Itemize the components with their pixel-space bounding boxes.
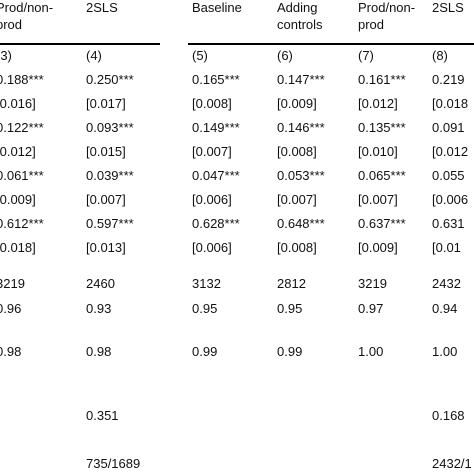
table-cell: 0.055 [432, 168, 465, 183]
table-cell: 0.96 [0, 301, 22, 316]
table-cell: [0.016] [0, 96, 36, 111]
table-cell: 0.147*** [277, 72, 325, 87]
table-cell: 3132 [192, 276, 221, 291]
table-cell: 0.99 [277, 344, 303, 359]
column-number: (3) [0, 48, 12, 63]
table-cell: 0.039*** [86, 168, 134, 183]
table-cell: 0.93 [86, 301, 112, 316]
table-cell: [0.009] [358, 240, 398, 255]
table-cell: 0.053*** [277, 168, 325, 183]
table-cell: [0.006] [192, 240, 232, 255]
table-cell: 0.188*** [0, 72, 44, 87]
table-cell: [0.007] [192, 144, 232, 159]
column-header: Adding [277, 0, 318, 15]
table-cell: 0.98 [0, 344, 22, 359]
table-cell: [0.009] [0, 192, 36, 207]
table-cell: 3219 [0, 276, 25, 291]
table-cell: [0.009] [277, 96, 317, 111]
table-cell: [0.008] [192, 96, 232, 111]
table-cell: [0.015] [86, 144, 126, 159]
table-cell: 0.95 [192, 301, 218, 316]
column-number: (8) [432, 48, 448, 63]
table-cell: 2432/1 [432, 456, 472, 471]
column-header: Prod/non- [358, 0, 416, 15]
table-cell: [0.018 [432, 96, 469, 111]
table-cell: [0.012] [0, 144, 36, 159]
table-cell: [0.012] [358, 96, 398, 111]
header-rule [0, 43, 160, 45]
table-cell: 0.98 [86, 344, 112, 359]
column-header: prod [358, 17, 385, 32]
table-cell: 0.94 [432, 301, 458, 316]
table-cell: 0.146*** [277, 120, 325, 135]
table-cell: [0.008] [277, 144, 317, 159]
table-cell: 1.00 [432, 344, 458, 359]
table-cell: [0.017] [86, 96, 126, 111]
table-cell: 2432 [432, 276, 461, 291]
table-cell: 0.99 [192, 344, 218, 359]
column-number: (4) [86, 48, 102, 63]
column-header: prod [0, 17, 23, 32]
table-cell: 0.648*** [277, 216, 325, 231]
column-header: Prod/non- [0, 0, 54, 15]
table-cell: [0.007] [358, 192, 398, 207]
table-cell: 0.122*** [0, 120, 44, 135]
table-cell: 0.047*** [192, 168, 240, 183]
table-cell: [0.013] [86, 240, 126, 255]
table-cell: 0.631 [432, 216, 465, 231]
table-cell: 0.165*** [192, 72, 240, 87]
table-cell: 0.97 [358, 301, 384, 316]
column-header: Baseline [192, 0, 242, 15]
table-cell: 0.612*** [0, 216, 44, 231]
table-cell: [0.018] [0, 240, 36, 255]
table-cell: 0.628*** [192, 216, 240, 231]
table-cell: [0.01 [432, 240, 461, 255]
table-cell: 3219 [358, 276, 387, 291]
table-cell: 0.065*** [358, 168, 406, 183]
table-cell: 0.250*** [86, 72, 134, 87]
column-number: (5) [192, 48, 208, 63]
table-cell: 0.637*** [358, 216, 406, 231]
column-header: 2SLS [432, 0, 464, 15]
table-cell: 0.061*** [0, 168, 44, 183]
table-cell: [0.006 [432, 192, 469, 207]
table-cell: [0.006] [192, 192, 232, 207]
table-cell: 2812 [277, 276, 306, 291]
table-cell: [0.007] [277, 192, 317, 207]
table-cell: 0.351 [86, 408, 119, 423]
table-cell: 0.091 [432, 120, 465, 135]
table-cell: 0.597*** [86, 216, 134, 231]
table-cell: [0.008] [277, 240, 317, 255]
table-cell: 0.219 [432, 72, 465, 87]
table-cell: 0.135*** [358, 120, 406, 135]
table-cell: 1.00 [358, 344, 384, 359]
column-number: (6) [277, 48, 293, 63]
table-cell: 735/1689 [86, 456, 141, 471]
table-cell: [0.007] [86, 192, 126, 207]
table-cell: 0.149*** [192, 120, 240, 135]
header-rule [188, 43, 474, 45]
column-header: 2SLS [86, 0, 118, 15]
table-cell: [0.010] [358, 144, 398, 159]
table-cell: 2460 [86, 276, 115, 291]
table-cell: [0.012 [432, 144, 469, 159]
table-cell: 0.168 [432, 408, 465, 423]
table-cell: 0.95 [277, 301, 303, 316]
column-header: controls [277, 17, 323, 32]
column-number: (7) [358, 48, 374, 63]
table-cell: 0.093*** [86, 120, 134, 135]
table-cell: 0.161*** [358, 72, 406, 87]
